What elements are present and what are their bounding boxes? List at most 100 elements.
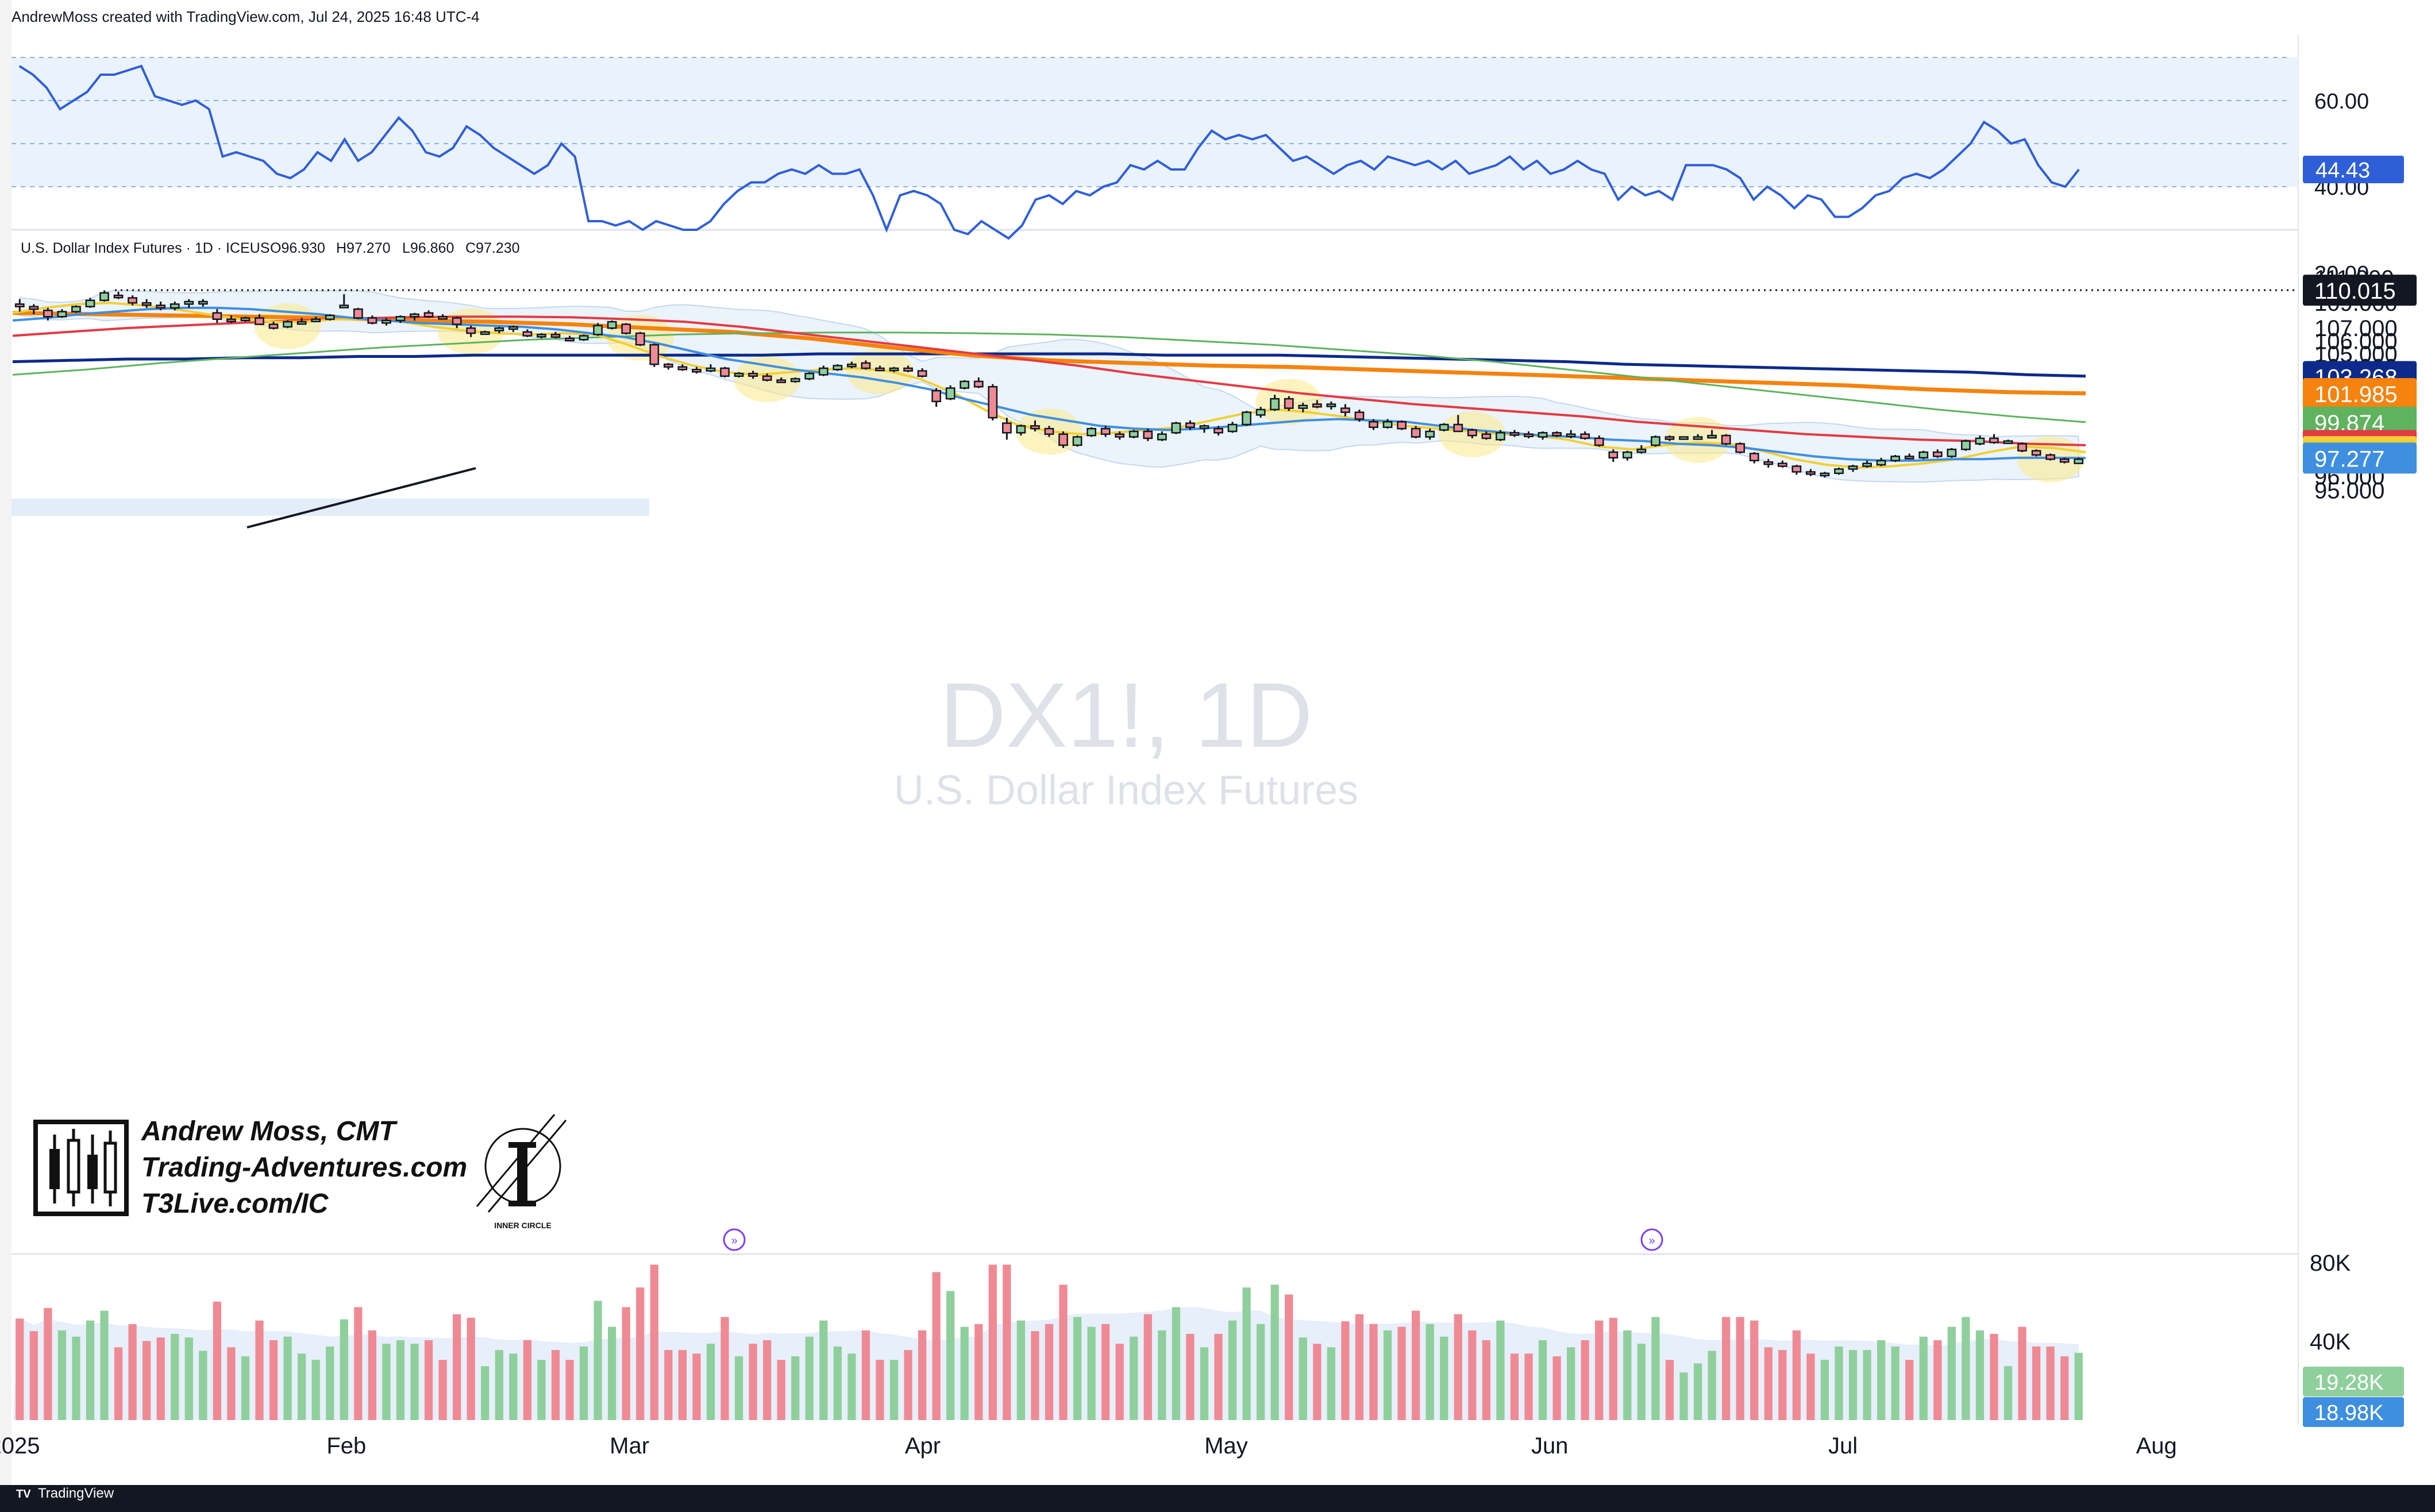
candle-body [85,299,95,307]
candle-body [734,372,744,377]
volume-bar [1270,1285,1279,1420]
candle-body [240,317,251,322]
volume-bar [889,1360,899,1420]
volume-bar [974,1324,983,1420]
volume-axis-ticks: 40K 80K 19.28K 18.98K [2303,1251,2404,1427]
volume-bar [213,1301,222,1420]
volume-bar [2004,1366,2013,1420]
candle-body [2045,454,2056,460]
volume-value-tag [2303,1397,2404,1427]
volume-bar [1172,1307,1181,1420]
event-markers[interactable]: » » [723,1228,1663,1251]
candle-body [1580,433,1590,439]
candle-body [1340,407,1350,413]
candle-body [339,304,349,308]
candle-body [1001,422,1012,434]
volume-bar [269,1340,278,1420]
volume-tick-label: 40K [2310,1329,2351,1355]
candle-body [1552,432,1562,437]
candle-body [1721,434,1731,445]
volume-bar [777,1360,785,1420]
candle-body [593,325,603,335]
volume-bar [1073,1317,1082,1420]
volume-value-label: 19.28K [2314,1371,2383,1395]
volume-bar [1722,1317,1731,1420]
candle-body [1735,443,1746,453]
rsi-value-tag [2303,156,2404,183]
volume-bar [523,1340,531,1420]
volume-bar [396,1340,405,1420]
volume-bar [1242,1287,1251,1420]
volume-bar [1919,1336,1928,1420]
candle-body [1636,449,1647,453]
candle-body [1284,398,1294,409]
ma-line-ma_150 [12,331,2086,423]
volume-bar [918,1330,927,1420]
candle-body [988,385,998,419]
volume-bar [749,1344,757,1420]
volume-bar [1130,1336,1138,1420]
volume-bar [1454,1314,1462,1420]
volume-bar [241,1356,250,1420]
volume-bar [1313,1344,1321,1420]
candle-body [43,310,53,318]
volume-bar [326,1346,334,1420]
price-pane: 95.00096.00097.00098.00099.000101.000103… [11,266,2417,529]
price-tick-label: 107.000 [2314,316,2398,341]
seal-text: INNER CIRCLE [494,1221,552,1230]
volume-bar [636,1287,645,1420]
candle-body [537,334,546,338]
rsi-line [18,64,2080,240]
volume-bar [57,1330,67,1420]
volume-value-tag [2303,1367,2404,1397]
volume-bar [678,1350,687,1420]
volume-bar [1848,1350,1858,1420]
volume-bars [16,1264,2083,1420]
volume-bar [1750,1320,1759,1420]
candle-body [1058,433,1068,446]
candle-body [1115,433,1125,438]
event-marker-icon[interactable] [723,1228,746,1251]
candle-body [113,294,124,299]
volume-bar [762,1340,772,1420]
volume-bar [692,1353,701,1420]
candle-body [410,313,419,318]
candle-body [1369,421,1378,429]
candle-body [1199,425,1209,429]
candle-body [1382,421,1393,429]
volume-bar [551,1350,560,1420]
candle-body [226,318,236,322]
candle-body [1904,456,1914,460]
candle-body [29,306,39,310]
volume-bar [819,1320,828,1420]
volume-bar [1496,1320,1505,1420]
volume-bar [1327,1347,1336,1420]
candle-body [1509,432,1520,436]
price-label-ma_150-tag [2303,406,2417,438]
candle-body [1806,471,1816,475]
candle-body [1791,465,1802,473]
volume-bar [283,1336,292,1420]
candle-body [1453,423,1463,433]
event-marker-glyph: » [731,1235,737,1247]
time-tick-label: 2025 [0,1433,40,1459]
volume-bar [100,1310,109,1420]
volume-bar [650,1264,658,1420]
legend-low: L96.860 [402,240,454,256]
brand-line-3: T3Live.com/IC [141,1189,329,1219]
volume-bar [861,1330,870,1420]
brand-line-2: Trading-Adventures.com [141,1152,467,1183]
volume-bar [537,1360,546,1420]
volume-bar [960,1326,969,1420]
price-tick-label: 95.000 [2314,479,2384,504]
rsi-tick-label: 60.00 [2314,90,2369,114]
candle-body [184,300,194,305]
volume-bar [1369,1324,1378,1420]
event-marker-icon[interactable] [1640,1228,1663,1251]
candle-body [1298,404,1308,409]
legend-open: O96.930 [270,240,325,256]
candle-body [382,319,391,324]
candle-body [438,316,448,320]
volume-bar [184,1337,193,1420]
